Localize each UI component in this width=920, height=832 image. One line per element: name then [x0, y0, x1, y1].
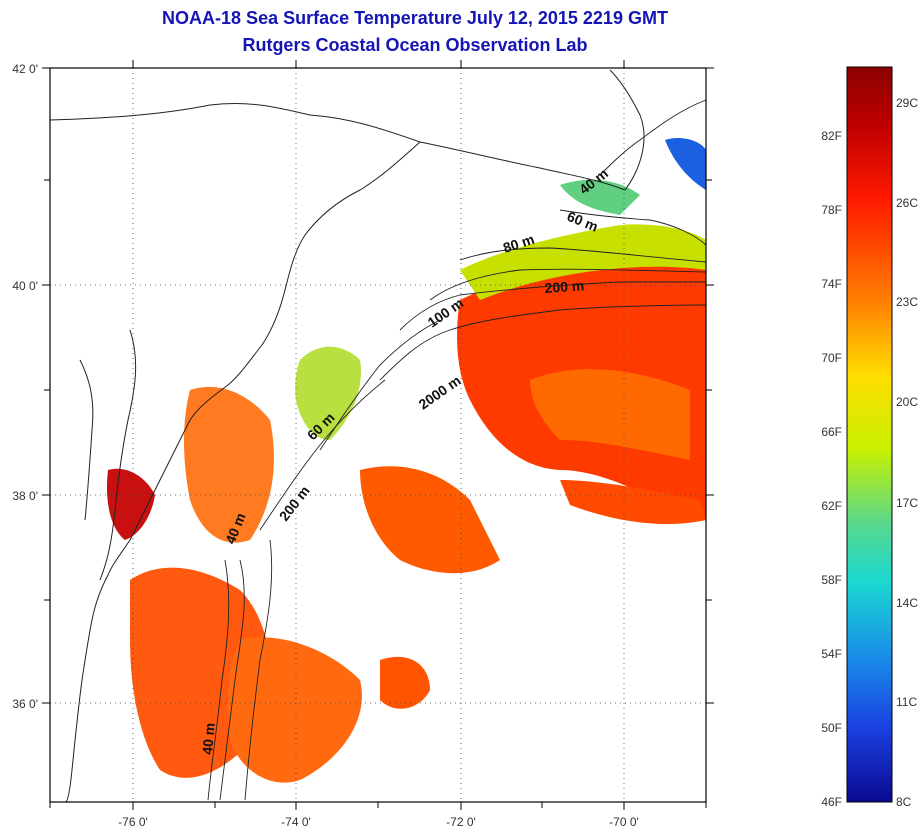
- sst-patch-delmarva: [184, 386, 274, 543]
- contour-line: [429, 268, 707, 301]
- fahrenheit-label: 74F: [821, 277, 842, 291]
- contour-label: 200 m: [544, 277, 585, 296]
- bathymetry-contours: [207, 99, 707, 801]
- celsius-label: 29C: [896, 96, 918, 110]
- map-title: NOAA-18 Sea Surface Temperature July 12,…: [162, 8, 668, 28]
- contour-line: [207, 559, 230, 801]
- colorbar: 82F 78F 74F 70F 66F 62F 58F 54F 50F 46F …: [821, 66, 918, 809]
- axis-ticks: [42, 60, 714, 810]
- sst-patch-midshelf: [360, 466, 500, 574]
- celsius-label: 11C: [896, 695, 917, 709]
- contour-label: 60 m: [565, 208, 601, 235]
- sst-patch-shelf: [460, 224, 706, 300]
- contour-line: [599, 99, 707, 176]
- celsius-label: 8C: [896, 795, 912, 809]
- sst-patch-ne-blue: [665, 138, 706, 190]
- lon-tick-labels: -76 0' -74 0' -72 0' -70 0': [118, 815, 639, 829]
- lon-tick-label: -70 0': [609, 815, 639, 829]
- contour-label: 40 m: [199, 722, 218, 755]
- sst-patch-south-offshore: [227, 637, 362, 783]
- lon-tick-label: -72 0': [446, 815, 476, 829]
- sst-patch-east: [560, 480, 706, 525]
- colorbar-gradient: [846, 66, 893, 803]
- contour-label: 200 m: [276, 483, 313, 524]
- sst-patch-offshore-orange: [530, 369, 690, 460]
- contour-line: [379, 304, 707, 381]
- map-subtitle: Rutgers Coastal Ocean Observation Lab: [242, 35, 588, 55]
- lat-tick-label: 42 0': [12, 62, 38, 76]
- fahrenheit-label: 62F: [821, 499, 842, 513]
- sst-patch-south-east: [380, 656, 430, 709]
- colorbar-fahrenheit-labels: 82F 78F 74F 70F 66F 62F 58F 54F 50F 46F: [821, 129, 842, 809]
- contour-line: [459, 247, 707, 263]
- fahrenheit-label: 82F: [821, 129, 842, 143]
- coastline: [49, 69, 645, 803]
- contour-line: [399, 281, 706, 331]
- fahrenheit-label: 46F: [821, 795, 842, 809]
- lon-tick-label: -74 0': [281, 815, 311, 829]
- fahrenheit-label: 58F: [821, 573, 842, 587]
- contour-label: 2000 m: [416, 372, 464, 412]
- celsius-label: 23C: [896, 295, 918, 309]
- contour-line: [219, 559, 245, 801]
- lon-tick-label: -76 0': [118, 815, 148, 829]
- lat-tick-labels: 42 0' 40 0' 38 0' 36 0': [12, 62, 38, 711]
- lat-tick-label: 38 0': [12, 489, 38, 503]
- contour-line: [559, 209, 707, 246]
- chesapeake-outline: [79, 329, 137, 581]
- fahrenheit-label: 66F: [821, 425, 842, 439]
- lat-tick-label: 36 0': [12, 697, 38, 711]
- celsius-label: 20C: [896, 395, 918, 409]
- celsius-label: 14C: [896, 596, 918, 610]
- colorbar-celsius-labels: 29C 26C 23C 20C 17C 14C 11C 8C: [896, 96, 918, 809]
- fahrenheit-label: 54F: [821, 647, 842, 661]
- celsius-label: 17C: [896, 496, 918, 510]
- sst-patch-chesapeake: [106, 468, 155, 540]
- fahrenheit-label: 70F: [821, 351, 842, 365]
- celsius-label: 26C: [896, 196, 918, 210]
- sst-field: [106, 138, 706, 783]
- fahrenheit-label: 78F: [821, 203, 842, 217]
- lat-tick-label: 40 0': [12, 279, 38, 293]
- contour-line: [244, 539, 273, 801]
- fahrenheit-label: 50F: [821, 721, 842, 735]
- contour-line: [259, 379, 386, 531]
